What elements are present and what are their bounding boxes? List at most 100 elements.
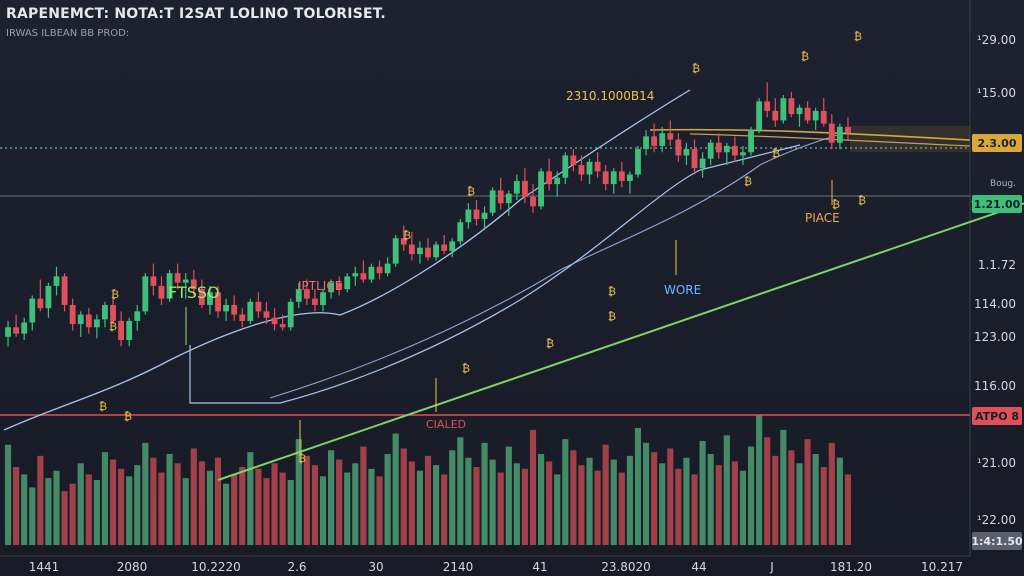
volume-bar [118,468,125,545]
candle-body [489,190,496,213]
volume-bar [731,461,738,545]
volume-bar [328,450,335,545]
x-tick-label: 10.2220 [191,560,241,574]
volume-bar [400,448,407,545]
candle-body [61,276,68,305]
candle-body [352,273,359,277]
volume-bar [53,470,60,545]
annotation-label: PIACE [805,211,840,225]
candle-body [788,98,795,115]
candle-body [384,263,391,274]
y-tick-label: 116.00 [974,379,1016,393]
bitcoin-icon: ₿ [608,285,616,298]
candle-body [85,314,92,328]
volume-bar [497,472,504,545]
y-tick-label: ¹22.00 [977,513,1016,527]
candle-body [207,292,213,305]
glow-region [850,126,970,152]
volume-bar [424,455,432,545]
candle-body [772,110,779,121]
candle-body [659,133,666,146]
grid-lines [0,0,971,557]
candle-body [828,123,835,143]
volume-bar [489,459,496,545]
volume-bar [570,450,577,545]
volume-bar [239,467,246,545]
candle-body [295,289,302,302]
volume-bar [651,452,658,545]
volume-bar [739,470,747,545]
candle-body [449,241,456,251]
volume-bar [311,465,319,545]
bitcoin-icon: ₿ [608,310,616,323]
candle-body [29,298,36,323]
price-badge-label: 1:4:1.50 [971,535,1023,548]
volume-bar [392,433,399,545]
candle-body [77,314,84,325]
volume-bar [4,444,12,545]
volume-bar [441,474,448,545]
candle-body [312,298,318,305]
volume-bar [804,439,811,545]
candle-body [279,324,286,328]
annotation-label: 2310.1000B14 [566,89,654,103]
volume-bar [190,448,197,545]
level-lines [0,126,971,416]
volume-bar [756,415,763,545]
volume-bar [562,439,569,545]
volume-bars [4,415,852,545]
candle-body [715,142,722,153]
bitcoin-icon: ₿ [403,229,411,242]
volume-bar [384,454,391,545]
candle-body [804,107,811,121]
volume-bar [77,463,84,545]
candle-body [562,155,569,178]
bitcoin-icon: ₿ [854,30,862,43]
candle-body [174,273,181,283]
volume-bar [101,452,109,545]
candle-body [328,282,334,293]
bitcoin-icon: ₿ [298,452,306,465]
candle-body [150,276,157,286]
price-badge-label: ATPO 8 [975,410,1019,423]
volume-bar [214,457,222,545]
volume-bar [142,442,149,545]
volume-bar [828,442,835,545]
candles [5,82,851,347]
candle-body [239,314,246,321]
candle-body [602,171,609,185]
candle-body [425,247,431,258]
chart-subtitle: IRWAS ILBEAN BB PROD: [6,28,130,39]
volume-bar [691,474,698,545]
volume-bar [594,470,601,545]
candle-body [699,158,706,169]
y-tick-label: 123.00 [974,330,1016,344]
candle-body [610,171,617,185]
x-tick-label: 2.6 [287,560,306,574]
candle-body [586,161,593,175]
volume-bar [134,465,141,545]
candle-body [215,292,221,312]
volume-bar [85,474,92,545]
candle-body [530,196,536,207]
y-tick-label: ¹15.00 [977,86,1016,100]
candle-body [166,273,173,299]
bitcoin-icon: ₿ [109,320,117,333]
candle-body [13,327,20,334]
volume-bar [521,468,528,545]
candle-body [457,222,464,242]
candle-body [231,305,238,315]
candle-body [417,247,423,255]
volume-bar [37,455,44,545]
candle-body [675,139,682,156]
candle-body [408,244,415,255]
volume-bar [360,446,367,545]
volume-bar [13,467,20,545]
candle-body [360,273,367,280]
volume-bar [271,463,278,545]
x-tick-label: 41 [532,560,547,574]
candle-body [255,301,262,312]
candle-body [546,171,553,185]
